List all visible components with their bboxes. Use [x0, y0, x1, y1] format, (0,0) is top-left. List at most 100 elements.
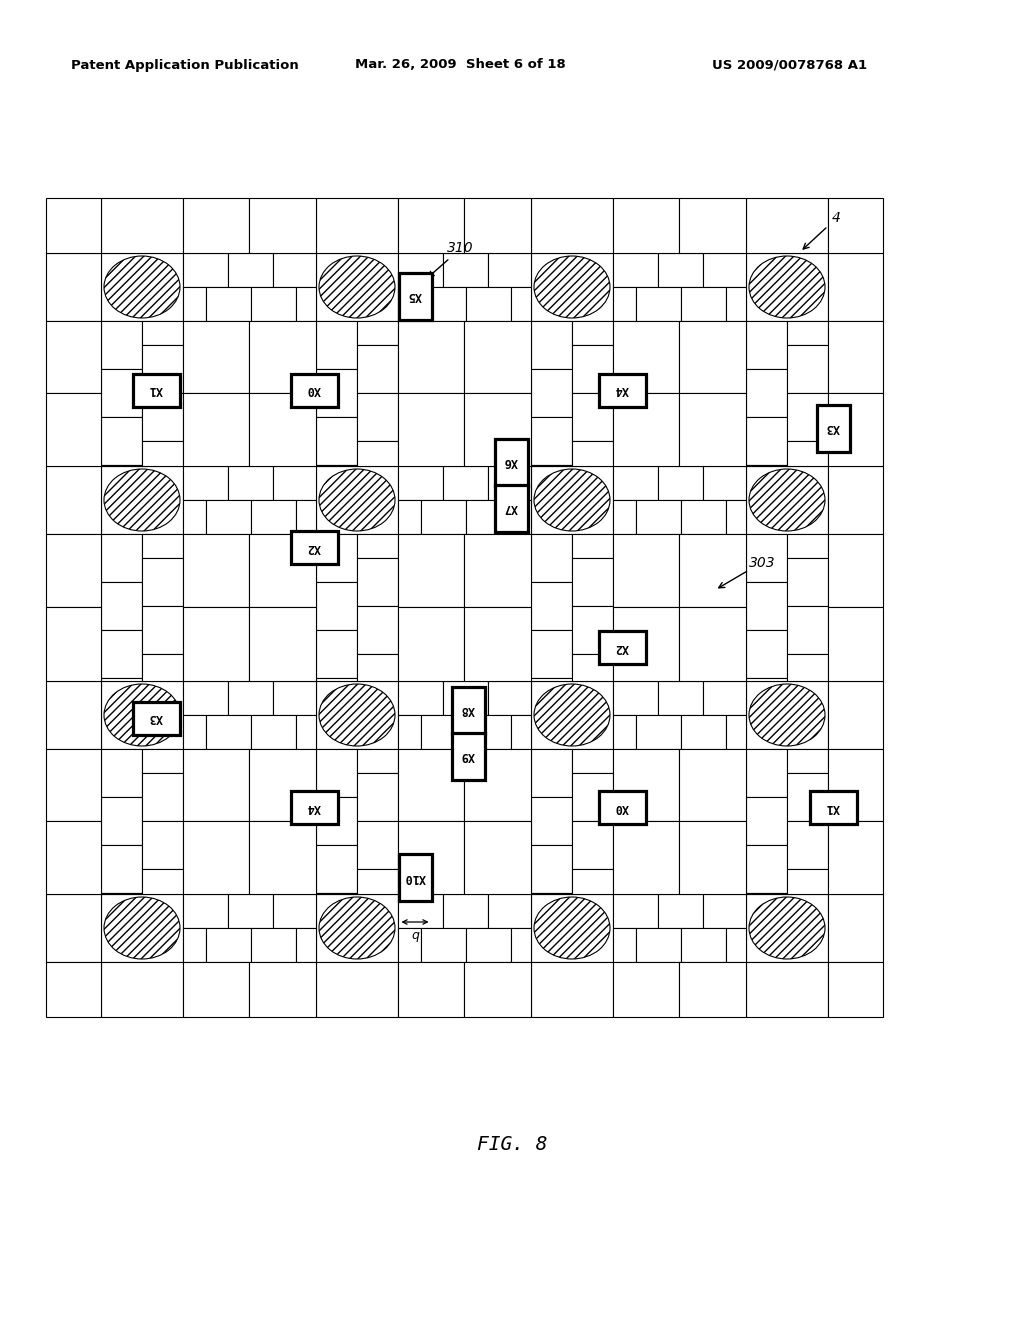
Bar [101, 370, 142, 417]
Bar [572, 606, 613, 653]
Bar [398, 393, 464, 466]
Bar [746, 797, 787, 845]
Bar [398, 748, 464, 821]
Bar [142, 774, 183, 821]
Bar [316, 894, 398, 962]
Bar [679, 607, 746, 681]
Bar [613, 198, 679, 253]
Bar [636, 928, 681, 962]
Bar [296, 715, 316, 748]
Bar [787, 774, 828, 821]
Text: X3: X3 [148, 711, 163, 725]
Bar [466, 928, 511, 962]
Bar [681, 928, 726, 962]
Bar [488, 466, 531, 500]
Bar [357, 441, 398, 466]
Bar [183, 821, 249, 894]
Bar [183, 466, 228, 500]
Bar [398, 962, 464, 1016]
Bar [46, 748, 101, 821]
Text: 303: 303 [749, 556, 775, 570]
Bar [316, 678, 357, 681]
Bar [531, 417, 572, 465]
Bar [316, 370, 357, 417]
Bar [357, 774, 398, 821]
Bar [572, 869, 613, 894]
Bar [206, 715, 251, 748]
Bar [679, 393, 746, 466]
Bar [249, 821, 316, 894]
Bar [531, 582, 572, 630]
Bar [572, 774, 613, 821]
Bar [495, 484, 527, 532]
Bar [572, 321, 613, 345]
Bar [746, 845, 787, 894]
Bar [316, 681, 398, 748]
Bar [746, 894, 828, 962]
Bar [101, 253, 183, 321]
Bar [273, 681, 316, 715]
Bar [101, 582, 142, 630]
Text: X8: X8 [461, 704, 475, 717]
Bar [142, 441, 183, 466]
Bar [613, 535, 679, 607]
Bar [398, 854, 431, 900]
Bar [531, 797, 572, 845]
Bar [142, 821, 183, 869]
Bar [613, 962, 679, 1016]
Bar [101, 845, 142, 894]
Bar [316, 417, 357, 465]
Bar [101, 535, 142, 582]
Bar [828, 393, 883, 466]
Bar [746, 582, 787, 630]
Bar [464, 198, 531, 253]
Bar [142, 606, 183, 653]
Bar [828, 321, 883, 393]
Bar [357, 321, 398, 345]
Bar [228, 894, 273, 928]
Bar [249, 198, 316, 253]
Bar [291, 791, 338, 824]
Bar [703, 466, 746, 500]
Bar [531, 748, 572, 797]
Bar [46, 466, 101, 535]
Bar [613, 821, 679, 894]
Bar [421, 715, 466, 748]
Bar [828, 748, 883, 821]
Bar [398, 272, 431, 319]
Ellipse shape [749, 469, 825, 531]
Bar [316, 630, 357, 678]
Bar [598, 791, 645, 824]
Bar [681, 715, 726, 748]
Bar [357, 869, 398, 894]
Bar [46, 894, 101, 962]
Bar [511, 928, 531, 962]
Bar [316, 797, 357, 845]
Bar [816, 404, 850, 451]
Bar [658, 466, 703, 500]
Bar [46, 962, 101, 1016]
Bar [531, 630, 572, 678]
Bar [398, 321, 464, 393]
Bar [572, 441, 613, 466]
Bar [398, 286, 421, 321]
Bar [228, 681, 273, 715]
Bar [572, 558, 613, 606]
Bar [464, 321, 531, 393]
Bar [316, 962, 398, 1016]
Bar [101, 797, 142, 845]
Bar [398, 607, 464, 681]
Bar [101, 678, 142, 681]
Bar [206, 500, 251, 535]
Bar [598, 631, 645, 664]
Bar [398, 681, 443, 715]
Bar [142, 869, 183, 894]
Bar [828, 607, 883, 681]
Bar [466, 715, 511, 748]
Bar [531, 535, 572, 582]
Bar [398, 928, 421, 962]
Ellipse shape [319, 469, 395, 531]
Text: X2: X2 [307, 540, 322, 553]
Bar [828, 198, 883, 253]
Bar [746, 630, 787, 678]
